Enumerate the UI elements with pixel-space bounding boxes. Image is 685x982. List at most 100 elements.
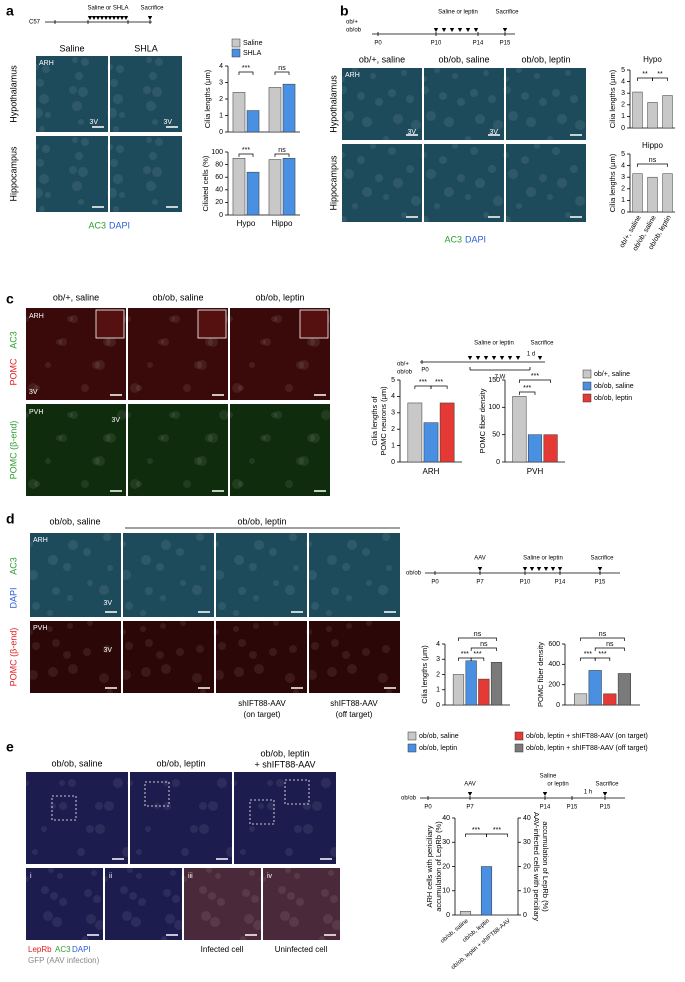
cell xyxy=(152,199,158,205)
label: Saline or leptin xyxy=(474,341,514,347)
cell xyxy=(234,555,244,565)
bar xyxy=(527,434,543,463)
cell xyxy=(113,778,123,788)
marker xyxy=(542,792,548,796)
significance-label: *** xyxy=(242,147,250,154)
y-tick-label: 1 xyxy=(219,112,223,119)
y2-tick-label: 20 xyxy=(523,863,531,870)
y-tick-label: 0 xyxy=(621,209,625,216)
cell xyxy=(45,362,51,368)
label: ob/ob, leptin xyxy=(260,748,309,758)
cell xyxy=(172,411,180,419)
micrograph xyxy=(309,533,400,617)
significance-label: ns xyxy=(278,147,286,154)
y-tick-label: 5 xyxy=(621,67,625,74)
cell xyxy=(253,920,263,930)
micrograph xyxy=(123,621,214,693)
cell xyxy=(192,673,202,683)
cell xyxy=(260,435,266,441)
cell xyxy=(227,316,233,322)
cell xyxy=(310,337,320,347)
bar xyxy=(282,83,296,133)
legend-swatch xyxy=(514,731,524,741)
cell xyxy=(534,143,540,149)
cell xyxy=(557,178,567,188)
y-tick-label: 5 xyxy=(391,377,395,384)
cell xyxy=(303,802,311,810)
significance-label: *** xyxy=(598,651,606,658)
cell xyxy=(180,620,186,626)
cell xyxy=(103,434,111,442)
label: 3V xyxy=(407,129,416,136)
marker xyxy=(507,356,513,360)
cell xyxy=(249,651,257,659)
cell xyxy=(127,867,133,873)
cell xyxy=(299,456,309,466)
legend-swatch xyxy=(231,48,241,58)
cell xyxy=(508,169,518,179)
cell xyxy=(145,587,153,595)
cell xyxy=(172,779,180,787)
bar xyxy=(407,402,423,463)
y-axis-label: Cilia lengths of xyxy=(370,395,379,445)
inset xyxy=(299,309,329,339)
cell xyxy=(146,101,156,111)
significance-bracket xyxy=(458,637,497,641)
label: shIFT88-AAV xyxy=(238,699,286,708)
micrograph xyxy=(424,68,504,140)
x-tick-label: PVH xyxy=(527,467,544,476)
label: P15 xyxy=(600,805,611,811)
cell xyxy=(470,147,478,155)
cell xyxy=(401,70,407,76)
marker xyxy=(537,356,543,360)
cell xyxy=(201,911,211,921)
cell xyxy=(122,847,132,857)
bar xyxy=(617,673,631,706)
micrograph xyxy=(184,868,261,940)
bar xyxy=(512,396,527,463)
y-tick-label: 3 xyxy=(219,79,223,86)
cell xyxy=(242,889,250,897)
label: Saline xyxy=(540,774,557,780)
cell xyxy=(47,626,53,632)
y-tick-label: 4 xyxy=(391,393,395,400)
cell xyxy=(23,316,29,322)
label: Sacrifice xyxy=(140,6,164,12)
significance-label: *** xyxy=(242,65,250,72)
label: Sacrifice xyxy=(595,782,619,788)
cell xyxy=(81,58,89,66)
significance-label: *** xyxy=(531,373,539,380)
marker xyxy=(107,16,113,20)
cell xyxy=(411,196,421,206)
label: DAPI xyxy=(465,234,486,244)
cell xyxy=(63,651,71,659)
label: AC3 xyxy=(444,234,462,244)
cell xyxy=(125,602,133,610)
cell xyxy=(34,481,40,487)
cell xyxy=(169,412,175,418)
cell xyxy=(104,801,114,811)
cell xyxy=(161,338,169,346)
cell xyxy=(130,383,140,393)
label: ob/ob, leptin xyxy=(255,292,304,302)
legend-label: Saline xyxy=(243,40,263,47)
cell xyxy=(570,95,578,103)
cell xyxy=(113,94,123,104)
significance-label: ** xyxy=(642,71,648,78)
cell xyxy=(33,144,39,150)
y-axis-label: Cilia lengths (μm) xyxy=(608,69,617,128)
bar xyxy=(452,674,465,706)
cell xyxy=(146,57,152,63)
y-tick-label: 100 xyxy=(488,404,500,411)
marker xyxy=(467,792,473,796)
cell xyxy=(565,70,571,76)
cell xyxy=(95,802,103,810)
marker xyxy=(465,28,471,32)
cell xyxy=(176,548,184,556)
cell xyxy=(219,410,229,420)
cell xyxy=(342,563,350,571)
label: Hippocampus xyxy=(8,146,18,202)
cell xyxy=(258,803,264,809)
cell xyxy=(249,826,255,832)
micrograph xyxy=(26,772,128,864)
